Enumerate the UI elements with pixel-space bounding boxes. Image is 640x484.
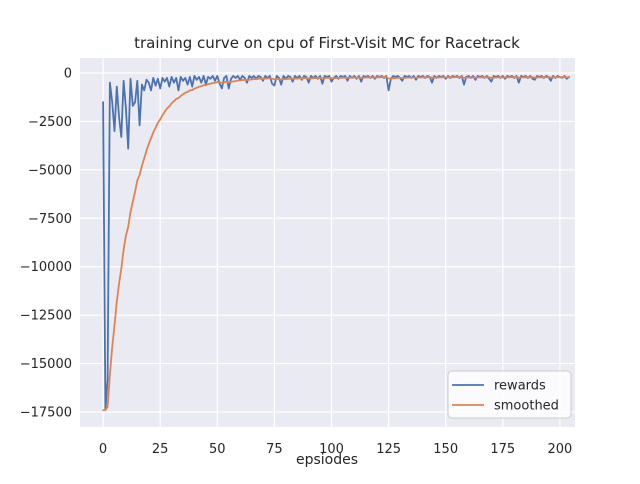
x-tick-label: 150 <box>433 442 458 457</box>
y-tick-label: −15000 <box>20 357 72 372</box>
x-tick-label: 100 <box>319 442 344 457</box>
legend-box <box>447 370 572 419</box>
y-tick-label: 0 <box>64 67 72 82</box>
y-tick-label: −17500 <box>20 405 72 420</box>
x-tick-label: 50 <box>209 442 226 457</box>
x-tick-label: 125 <box>376 442 401 457</box>
legend-label-smoothed: smoothed <box>494 399 559 414</box>
x-tick-label: 175 <box>490 442 515 457</box>
x-tick-label: 25 <box>152 442 169 457</box>
y-tick-label: −10000 <box>20 260 72 275</box>
x-tick-label: 75 <box>266 442 283 457</box>
y-tick-label: −7500 <box>28 212 72 227</box>
x-tick-label: 200 <box>548 442 573 457</box>
smoothed-line <box>102 76 570 411</box>
rewards-line <box>102 75 570 411</box>
x-tick-labels: 0 25 50 75 100 125 150 175 200 <box>99 442 572 457</box>
x-tick-label: 0 <box>99 442 107 457</box>
y-tick-label: −5000 <box>28 163 72 178</box>
legend: rewards smoothed <box>447 370 572 419</box>
series-lines <box>102 75 570 411</box>
y-tick-label: −2500 <box>28 115 72 130</box>
x-axis-label: epsiodes <box>296 452 358 468</box>
chart-title: training curve on cpu of First-Visit MC … <box>134 34 520 52</box>
plot-area <box>80 58 575 427</box>
y-tick-label: −12500 <box>20 309 72 324</box>
y-tick-labels: 0 −2500 −5000 −7500 −10000 −12500 −15000 −17500 <box>20 67 72 421</box>
legend-label-rewards: rewards <box>494 379 546 394</box>
